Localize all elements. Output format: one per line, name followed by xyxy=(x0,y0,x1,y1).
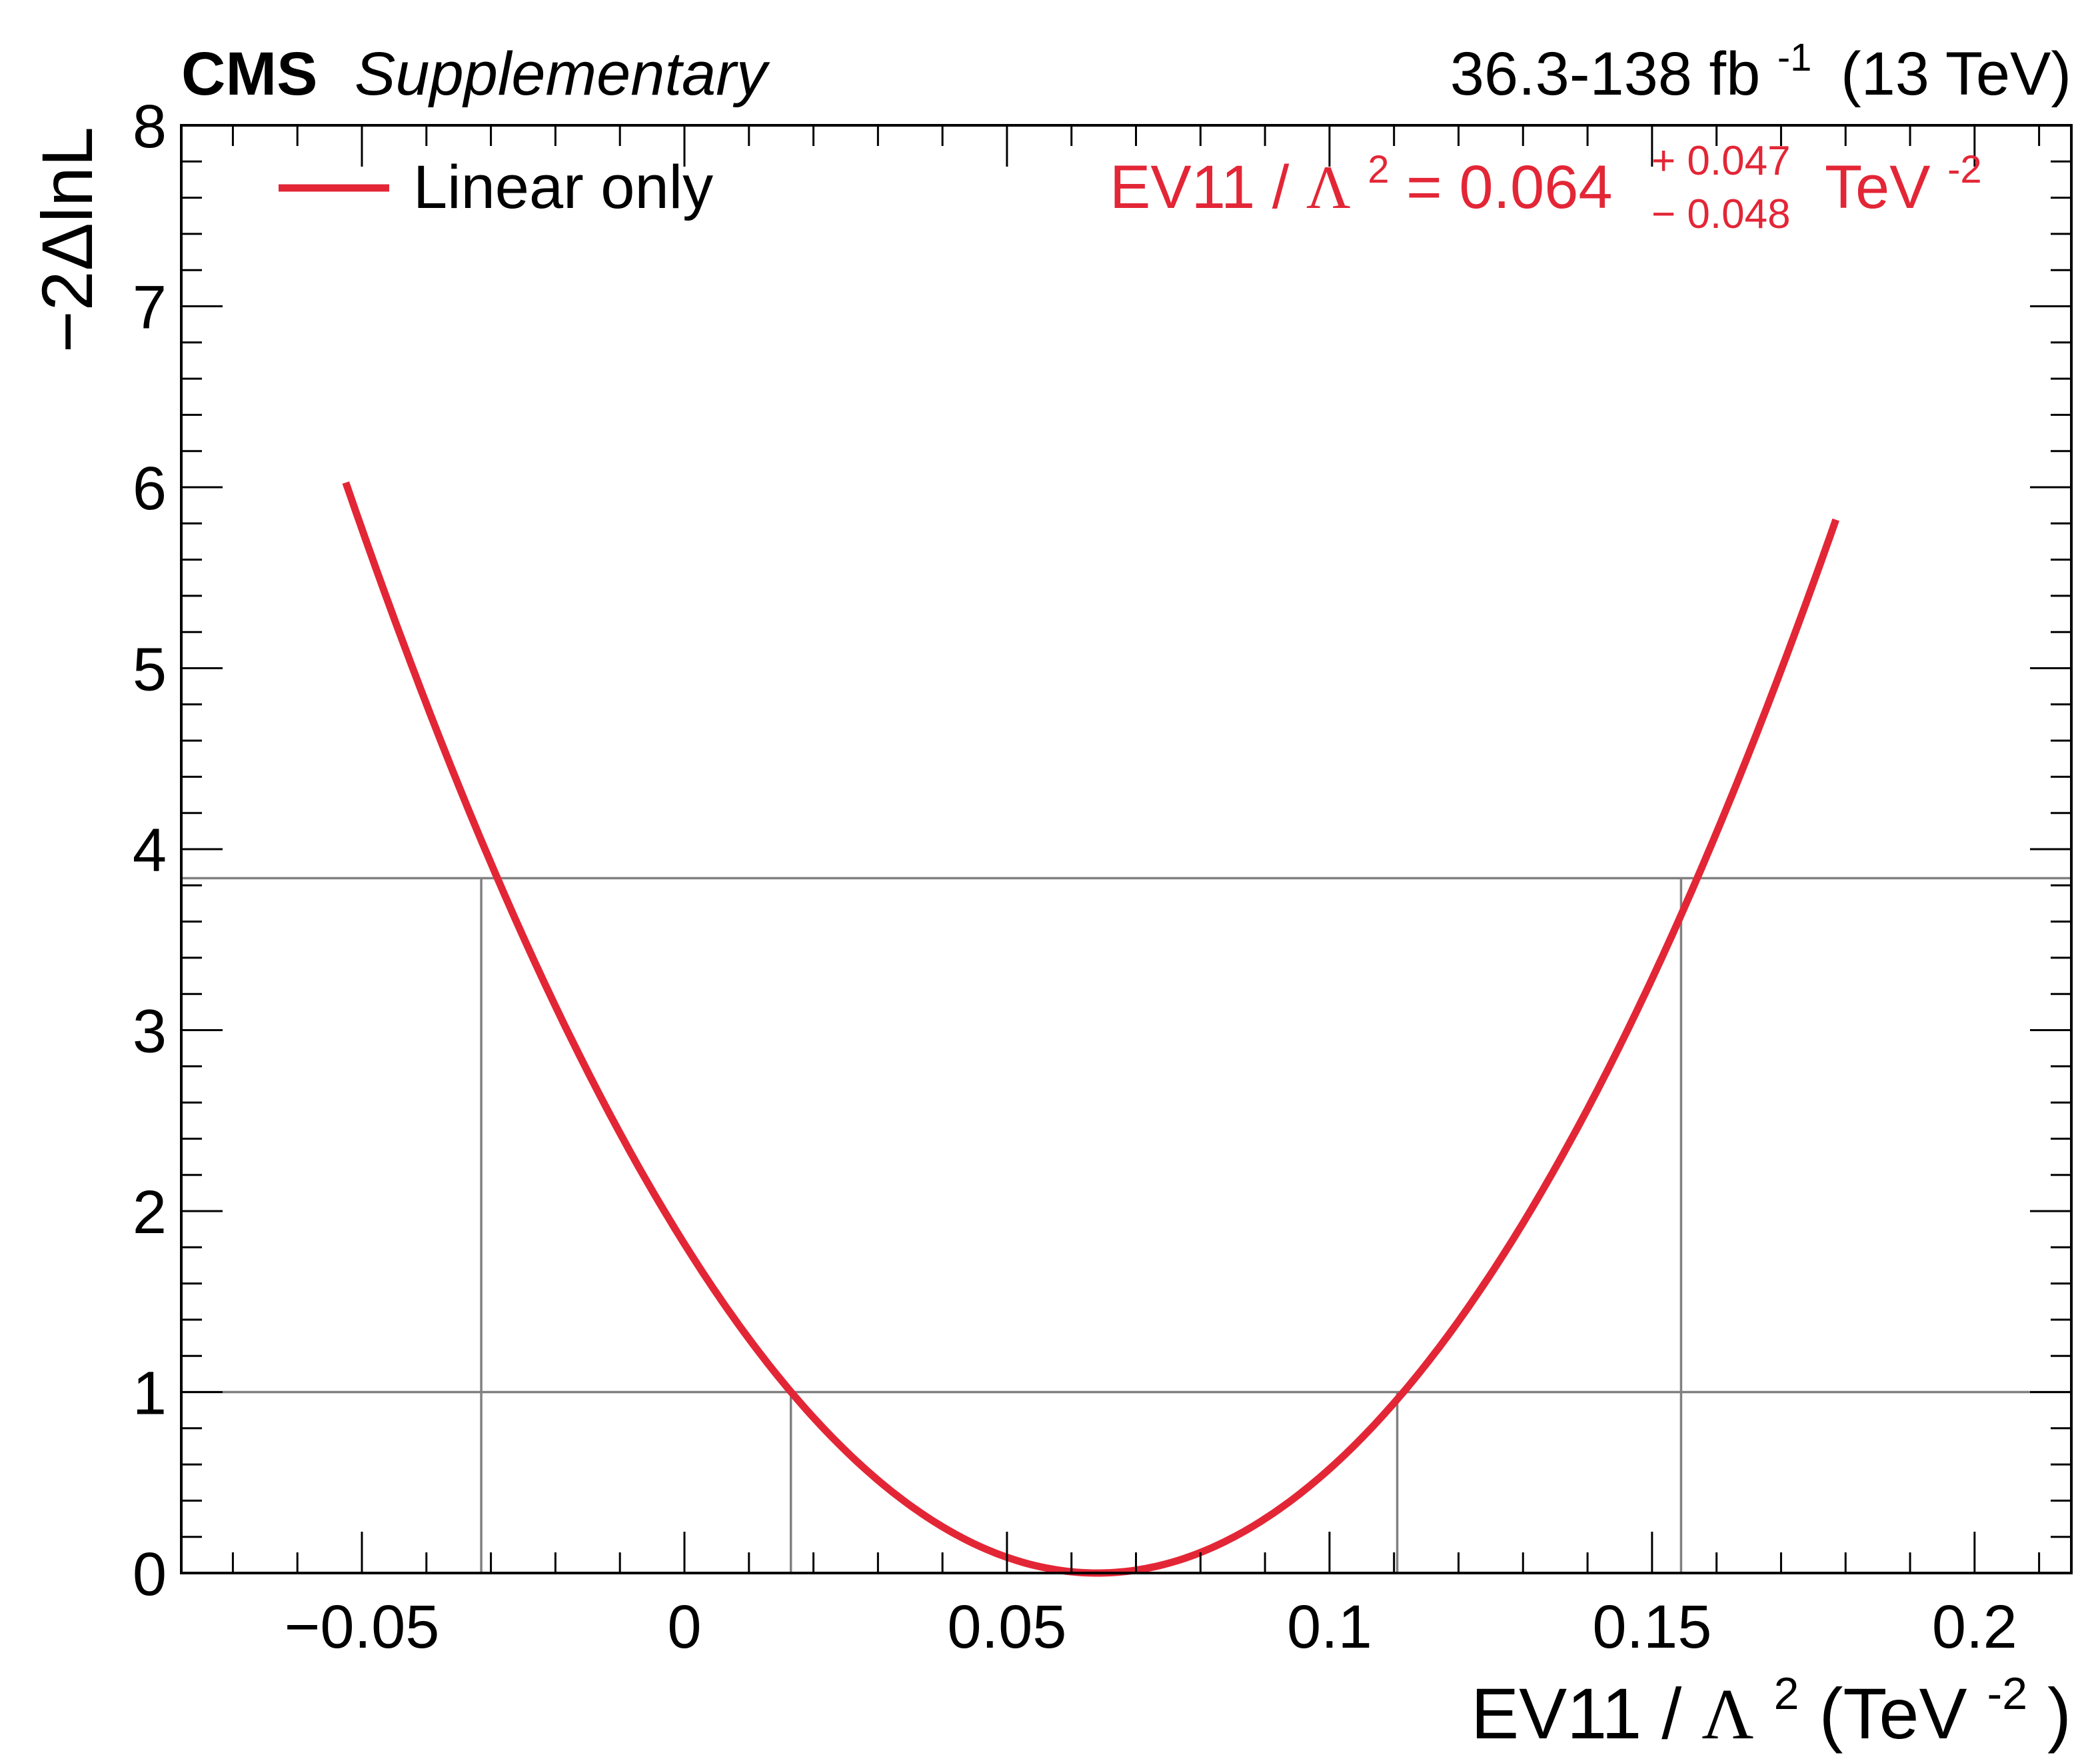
y-tick-label: 6 xyxy=(133,455,167,523)
y-axis-title: −2ΔlnL xyxy=(27,127,107,353)
x-axis-title-unit-exp: -2 xyxy=(1987,1668,2027,1719)
x-tick-label: 0.15 xyxy=(1592,1593,1711,1661)
plot-frame xyxy=(180,124,2073,1574)
x-tick-label: 0.1 xyxy=(1287,1593,1372,1661)
supplementary-label: Supplementary xyxy=(355,40,770,108)
y-tick-label: 1 xyxy=(133,1360,167,1428)
annotation-lambda-exp: 2 xyxy=(1368,148,1389,191)
lumi-value: 36.3-138 fb xyxy=(1450,40,1760,108)
y-tick-label: 4 xyxy=(133,817,167,884)
lumi-label: 36.3-138 fb -1 (13 TeV) xyxy=(1450,16,2071,108)
annotation-up-error: + 0.047 xyxy=(1651,138,1791,184)
y-tick-label: 8 xyxy=(133,93,167,161)
ticks-layer: −0.05 0 0.05 0.1 0.15 0.2 0 1 2 3 4 5 6 7 8 xyxy=(133,93,2071,1661)
lumi-exponent: -1 xyxy=(1777,36,1812,79)
y-tick-label: 0 xyxy=(133,1540,167,1608)
x-axis-title: EV11 / Λ 2 (TeV -2 ) xyxy=(1471,1644,2071,1754)
annotation-value: = 0.064 xyxy=(1406,153,1613,221)
legend-label-linear-only: Linear only xyxy=(413,153,713,221)
y-tick-label: 5 xyxy=(133,636,167,704)
annotation-lambda: Λ xyxy=(1306,153,1351,221)
energy-label: (13 TeV) xyxy=(1841,40,2071,108)
best-fit-annotation: EV11 / Λ 2 = 0.064 xyxy=(1110,128,1613,221)
x-axis-title-lambda: Λ xyxy=(1701,1675,1753,1754)
x-tick-label: 0.05 xyxy=(947,1593,1066,1661)
annotation-down-error: − 0.048 xyxy=(1651,191,1791,237)
x-tick-label: −0.05 xyxy=(285,1593,440,1661)
y-tick-label: 7 xyxy=(133,274,167,342)
x-axis-title-prefix: EV11 / xyxy=(1471,1673,1701,1754)
annotation-unit: TeV -2 xyxy=(1825,148,1982,221)
annotation-prefix: EV11 / xyxy=(1110,153,1306,221)
y-tick-label: 2 xyxy=(133,1178,167,1246)
header-left: CMS Supplementary xyxy=(181,40,770,108)
annotation-unit-text: TeV xyxy=(1825,153,1931,221)
x-axis-title-lambda-exp: 2 xyxy=(1774,1668,1799,1719)
cms-label: CMS xyxy=(181,40,317,108)
y-tick-label: 3 xyxy=(133,998,167,1066)
x-tick-label: 0.2 xyxy=(1932,1593,2017,1661)
x-axis-title-unit: (TeV xyxy=(1819,1673,1967,1754)
x-axis-title-unit-close: ) xyxy=(2047,1673,2071,1754)
legend: Linear only xyxy=(279,153,713,221)
x-tick-label: 0 xyxy=(667,1593,701,1661)
annotation-unit-exp: -2 xyxy=(1947,148,1982,191)
